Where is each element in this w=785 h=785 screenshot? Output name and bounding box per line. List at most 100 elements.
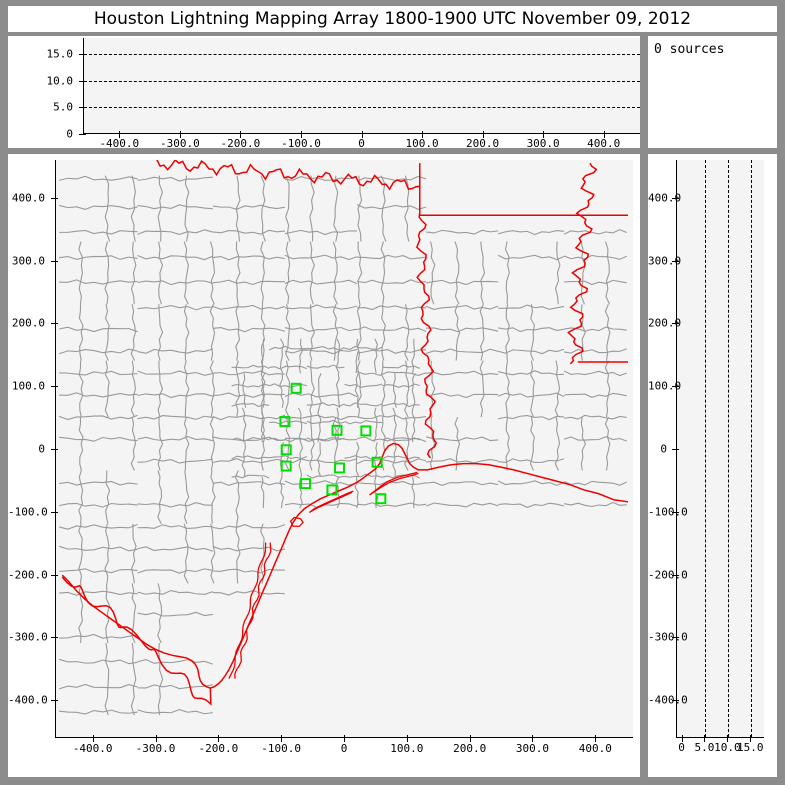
county-border-path [269, 345, 307, 351]
county-border-path [309, 241, 315, 305]
county-border-path [425, 370, 499, 376]
county-border-path [425, 304, 499, 311]
lma-station-marker [279, 416, 291, 428]
y-tick-mark [51, 700, 58, 702]
county-border-path [309, 360, 315, 418]
county-border-path [497, 480, 565, 486]
county-border-path [183, 470, 190, 524]
county-border-path [137, 348, 213, 354]
county-border-path [309, 417, 315, 471]
county-border-path [184, 175, 190, 242]
county-border-path [137, 684, 213, 690]
county-border-path [158, 241, 164, 305]
sources-panel: 0 sources [648, 36, 777, 148]
county-border-path [59, 255, 138, 260]
county-border-path [505, 417, 510, 471]
state-border-path [308, 490, 354, 514]
county-border-path [58, 545, 138, 552]
y-tick-label: -300.0 [8, 630, 48, 644]
y-tick-mark [672, 511, 679, 513]
county-border-path [425, 279, 499, 286]
county-border-path [344, 419, 383, 425]
gridline-x [705, 160, 707, 737]
altitude-y-plot[interactable] [676, 160, 764, 738]
county-border-path [78, 470, 84, 524]
county-border-path [498, 327, 565, 333]
county-border-path [183, 360, 190, 418]
county-border-path [381, 455, 420, 460]
county-border-path [404, 417, 410, 471]
y-tick-label: 300.0 [648, 254, 682, 268]
county-border-path [425, 458, 499, 464]
altitude-time-plot[interactable] [83, 38, 640, 134]
county-border-path [298, 407, 303, 443]
county-border-path [235, 241, 241, 305]
county-border-path [260, 360, 266, 418]
state-border-path [228, 542, 267, 679]
county-border-path [309, 175, 315, 242]
county-border-path [381, 304, 386, 361]
county-border-path [298, 476, 303, 509]
county-border-path [404, 304, 410, 361]
county-border-path [554, 360, 561, 418]
county-border-path [231, 437, 270, 441]
county-border-path [454, 241, 460, 305]
county-border-path [285, 304, 291, 361]
county-border-path [137, 229, 213, 235]
county-border-path [373, 338, 379, 374]
gridline-y [84, 54, 640, 55]
county-border-path [137, 568, 213, 574]
county-border-path [209, 304, 216, 361]
county-border-path [242, 373, 247, 408]
county-border-path [231, 455, 270, 460]
county-border-path [306, 419, 345, 425]
county-border-path [212, 229, 285, 235]
x-tick-mark [361, 131, 363, 138]
x-tick-label: 5.0 [694, 741, 715, 754]
x-tick-mark [704, 735, 706, 742]
county-border-path [411, 338, 415, 374]
x-tick-label: -200.0 [220, 137, 261, 150]
county-border-path [137, 458, 213, 464]
county-border-path [563, 501, 627, 508]
county-border-path [357, 254, 427, 260]
county-border-path [212, 523, 286, 530]
county-border-path [430, 241, 436, 305]
county-border-path [505, 360, 510, 418]
x-tick-label: 300.0 [526, 137, 560, 150]
plan-view-plot[interactable] [55, 160, 633, 738]
county-border-path [563, 414, 627, 420]
x-tick-label: -300.0 [159, 137, 200, 150]
source-count-label: 0 sources [654, 42, 725, 57]
county-border-path [137, 255, 214, 261]
y-tick-label: 200.0 [648, 316, 682, 330]
county-border-path [59, 480, 138, 486]
county-border-path [157, 175, 163, 242]
county-border-path [58, 502, 138, 508]
county-border-path [309, 304, 315, 361]
county-border-path [357, 175, 363, 242]
county-border-path [279, 476, 285, 509]
county-border-path [235, 360, 241, 418]
county-border-path [212, 370, 285, 376]
county-border-path [137, 280, 213, 286]
county-border-path [563, 436, 627, 442]
county-border-path [279, 338, 285, 374]
x-tick-mark [727, 735, 729, 742]
x-tick-label: 100.0 [390, 742, 424, 755]
lma-station-marker [300, 478, 312, 490]
county-border-path [298, 442, 304, 477]
lma-station-marker [280, 444, 292, 456]
x-tick-mark [406, 735, 408, 742]
x-tick-label: -400.0 [99, 137, 140, 150]
county-border-path [104, 175, 111, 242]
y-tick-label: 15.0 [46, 47, 74, 61]
county-border-path [212, 545, 286, 552]
county-border-path [392, 407, 397, 443]
county-border-path [454, 416, 461, 471]
county-border-path [137, 304, 213, 311]
y-tick-label: 400.0 [648, 191, 682, 205]
county-border-path [356, 204, 427, 211]
county-border-path [285, 175, 291, 242]
county-border-path [212, 590, 285, 596]
